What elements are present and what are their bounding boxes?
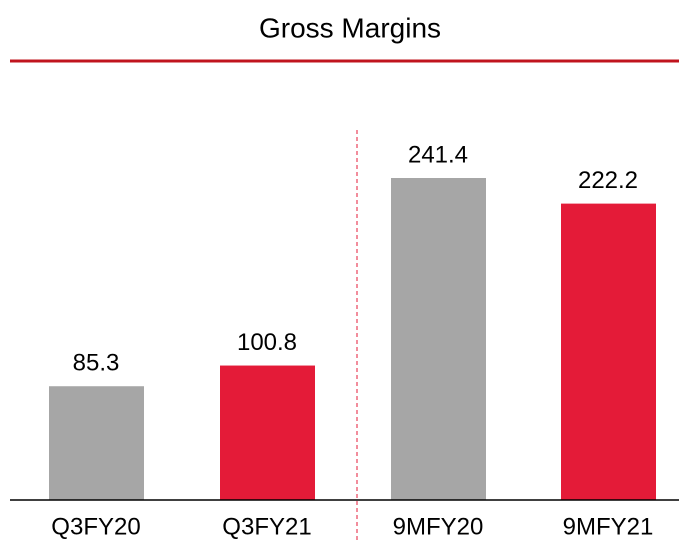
x-tick-label: Q3FY21: [222, 513, 311, 540]
x-tick-label: 9MFY21: [563, 513, 654, 540]
value-label: 85.3: [73, 350, 120, 377]
bar: [220, 365, 315, 500]
x-tick-label: 9MFY20: [393, 513, 484, 540]
value-label: 222.2: [578, 167, 638, 194]
value-label: 241.4: [408, 141, 468, 168]
bar: [561, 203, 656, 501]
chart-title: Gross Margins: [259, 12, 441, 43]
bar: [391, 178, 486, 500]
bar: [49, 386, 144, 500]
x-tick-label: Q3FY20: [51, 513, 140, 540]
value-label: 100.8: [237, 329, 297, 356]
